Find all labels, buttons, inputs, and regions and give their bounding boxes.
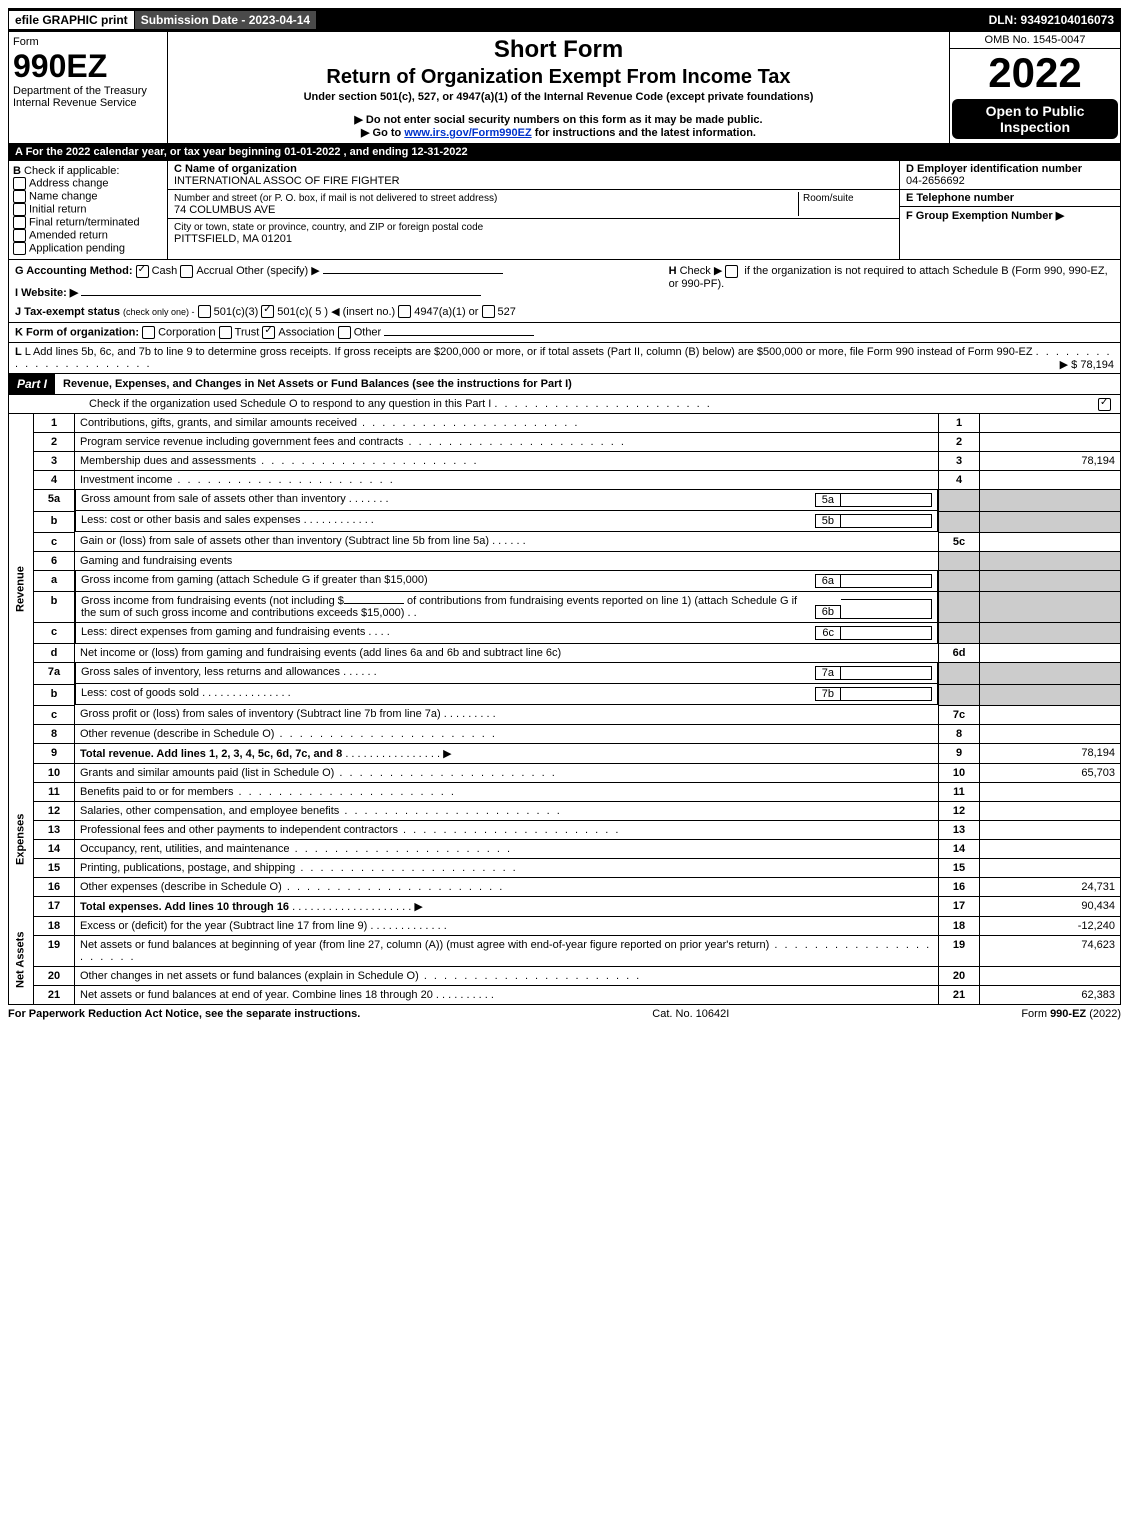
form-number: 990EZ <box>13 48 163 85</box>
val-7c <box>980 705 1121 724</box>
subtitle: Under section 501(c), 527, or 4947(a)(1)… <box>172 91 945 103</box>
dln-label: DLN: 93492104016073 <box>983 11 1120 29</box>
chk-527[interactable] <box>482 305 495 318</box>
chk-other-org[interactable] <box>338 326 351 339</box>
tax-year: 2022 <box>950 49 1120 97</box>
val-15 <box>980 858 1121 877</box>
city-label: City or town, state or province, country… <box>174 222 483 233</box>
h-label: H <box>669 265 677 277</box>
k-line: K Form of organization: Corporation Trus… <box>8 323 1121 343</box>
chk-schedule-b[interactable] <box>725 265 738 278</box>
part1-title: Revenue, Expenses, and Changes in Net As… <box>55 378 572 390</box>
chk-application-pending[interactable] <box>13 242 26 255</box>
side-revenue: Revenue <box>9 414 34 763</box>
val-21: 62,383 <box>980 985 1121 1004</box>
val-9: 78,194 <box>980 743 1121 763</box>
submission-date: Submission Date - 2023-04-14 <box>135 11 316 29</box>
val-6d <box>980 644 1121 663</box>
part1-header: Part I Revenue, Expenses, and Changes in… <box>8 374 1121 395</box>
chk-schedule-o[interactable] <box>1098 398 1111 411</box>
val-19: 74,623 <box>980 935 1121 966</box>
box-def: D Employer identification number 04-2656… <box>899 161 1120 259</box>
val-1 <box>980 414 1121 433</box>
part1-check-note: Check if the organization used Schedule … <box>8 395 1121 414</box>
chk-name-change[interactable] <box>13 190 26 203</box>
section-a-period: A For the 2022 calendar year, or tax yea… <box>8 144 1121 161</box>
val-13 <box>980 820 1121 839</box>
mid-ghij: G Accounting Method: Cash Accrual Other … <box>8 260 1121 323</box>
ssn-note: ▶ Do not enter social security numbers o… <box>172 113 945 126</box>
efile-label[interactable]: efile GRAPHIC print <box>9 11 135 29</box>
form-header: Form 990EZ Department of the Treasury In… <box>8 32 1121 144</box>
return-title: Return of Organization Exempt From Incom… <box>172 66 945 89</box>
goto-note: ▶ Go to www.irs.gov/Form990EZ for instru… <box>172 126 945 139</box>
chk-cash[interactable] <box>136 265 149 278</box>
val-11 <box>980 782 1121 801</box>
dept-label: Department of the Treasury <box>13 85 163 97</box>
short-form-title: Short Form <box>172 36 945 64</box>
val-17: 90,434 <box>980 896 1121 916</box>
omb-number: OMB No. 1545-0047 <box>950 32 1120 49</box>
val-5c <box>980 532 1121 551</box>
side-netassets: Net Assets <box>9 916 34 1004</box>
chk-501c[interactable] <box>261 305 274 318</box>
val-20 <box>980 966 1121 985</box>
val-2 <box>980 433 1121 452</box>
val-16: 24,731 <box>980 877 1121 896</box>
val-8 <box>980 724 1121 743</box>
chk-corporation[interactable] <box>142 326 155 339</box>
footer-right: Form 990-EZ (2022) <box>1021 1008 1121 1020</box>
footer-cat: Cat. No. 10642I <box>652 1008 729 1020</box>
part1-label: Part I <box>9 374 55 394</box>
g-label: G Accounting Method: <box>15 265 133 277</box>
top-bar: efile GRAPHIC print Submission Date - 20… <box>8 8 1121 32</box>
org-city: PITTSFIELD, MA 01201 <box>174 233 292 245</box>
i-label: I Website: ▶ <box>15 287 78 299</box>
page-footer: For Paperwork Reduction Act Notice, see … <box>8 1005 1121 1023</box>
chk-initial-return[interactable] <box>13 203 26 216</box>
chk-4947[interactable] <box>398 305 411 318</box>
j-label: J Tax-exempt status <box>15 306 120 318</box>
l-line: L L Add lines 5b, 6c, and 7b to line 9 t… <box>8 343 1121 374</box>
chk-association[interactable] <box>262 326 275 339</box>
chk-accrual[interactable] <box>180 265 193 278</box>
irs-label: Internal Revenue Service <box>13 97 163 109</box>
f-label: F Group Exemption Number ▶ <box>906 210 1064 222</box>
box-b: B Check if applicable: Address change Na… <box>9 161 168 259</box>
footer-left: For Paperwork Reduction Act Notice, see … <box>8 1008 360 1020</box>
org-street: 74 COLUMBUS AVE <box>174 204 275 216</box>
part1-lines-table: Revenue 1Contributions, gifts, grants, a… <box>8 414 1121 1005</box>
org-name: INTERNATIONAL ASSOC OF FIRE FIGHTER <box>174 175 400 187</box>
room-label: Room/suite <box>803 193 854 204</box>
l-amount: ▶ $ 78,194 <box>1060 358 1114 371</box>
d-label: D Employer identification number <box>906 163 1082 175</box>
side-expenses: Expenses <box>9 763 34 916</box>
val-12 <box>980 801 1121 820</box>
irs-link[interactable]: www.irs.gov/Form990EZ <box>404 127 531 139</box>
val-4 <box>980 471 1121 490</box>
org-info-grid: B Check if applicable: Address change Na… <box>8 161 1121 260</box>
ein: 04-2656692 <box>906 175 965 187</box>
c-label: C Name of organization <box>174 163 297 175</box>
chk-amended-return[interactable] <box>13 229 26 242</box>
val-18: -12,240 <box>980 916 1121 935</box>
open-to-public: Open to Public Inspection <box>952 99 1118 139</box>
chk-trust[interactable] <box>219 326 232 339</box>
chk-final-return[interactable] <box>13 216 26 229</box>
box-c: C Name of organization INTERNATIONAL ASS… <box>168 161 899 259</box>
val-14 <box>980 839 1121 858</box>
e-label: E Telephone number <box>906 192 1014 204</box>
chk-address-change[interactable] <box>13 177 26 190</box>
form-label: Form <box>13 36 163 48</box>
val-3: 78,194 <box>980 452 1121 471</box>
chk-501c3[interactable] <box>198 305 211 318</box>
street-label: Number and street (or P. O. box, if mail… <box>174 193 497 204</box>
val-10: 65,703 <box>980 763 1121 782</box>
